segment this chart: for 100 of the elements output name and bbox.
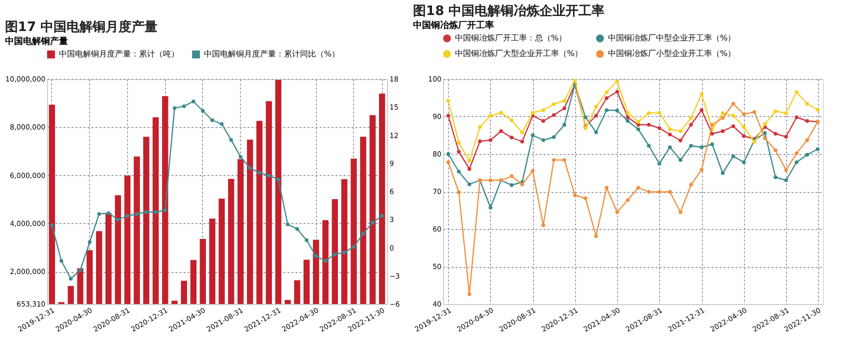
point xyxy=(267,174,271,178)
point xyxy=(60,259,64,263)
point xyxy=(594,234,598,238)
point xyxy=(295,227,300,231)
point xyxy=(380,214,384,218)
point xyxy=(742,134,746,138)
point xyxy=(646,190,651,194)
point xyxy=(763,122,767,126)
point xyxy=(446,114,450,118)
point xyxy=(210,118,214,122)
point xyxy=(50,223,54,228)
point xyxy=(805,138,810,142)
point xyxy=(700,108,704,112)
point xyxy=(488,206,492,210)
point xyxy=(573,79,577,82)
point xyxy=(636,122,640,127)
point xyxy=(678,129,682,133)
point xyxy=(552,158,556,162)
point xyxy=(784,111,788,115)
point xyxy=(552,113,556,117)
point xyxy=(468,182,472,186)
point xyxy=(342,250,346,254)
point xyxy=(144,210,148,214)
point xyxy=(314,254,318,258)
point xyxy=(794,90,798,94)
point xyxy=(248,166,252,170)
point xyxy=(678,158,682,162)
point xyxy=(710,132,714,136)
point xyxy=(499,129,503,133)
point xyxy=(720,111,725,115)
chart-title: 图18 中国电解铜冶炼企业开工率 xyxy=(413,3,605,19)
point xyxy=(468,292,472,296)
point xyxy=(573,193,577,198)
point xyxy=(646,122,651,127)
point xyxy=(636,120,640,124)
point xyxy=(238,154,242,159)
point xyxy=(720,129,725,133)
chart-subtitle: 中国电解铜产量 xyxy=(4,36,68,47)
point xyxy=(446,152,450,156)
point xyxy=(742,160,746,164)
point xyxy=(689,116,693,120)
point xyxy=(456,150,461,154)
point xyxy=(220,122,224,126)
point xyxy=(658,126,662,130)
point xyxy=(258,170,262,175)
point xyxy=(200,109,205,113)
point xyxy=(478,139,482,144)
point xyxy=(541,108,546,112)
point xyxy=(668,132,672,136)
point xyxy=(456,190,461,194)
point xyxy=(286,222,290,226)
point xyxy=(510,118,514,122)
point xyxy=(172,106,176,110)
point xyxy=(689,144,693,148)
point xyxy=(530,133,535,138)
point xyxy=(229,138,234,142)
point xyxy=(510,136,514,140)
point xyxy=(468,167,472,171)
point xyxy=(784,134,788,139)
point xyxy=(541,223,546,228)
point xyxy=(604,96,608,100)
point xyxy=(604,90,608,94)
legend-label: 中国铜冶炼厂开工率：总（%） xyxy=(455,33,567,42)
point xyxy=(646,144,651,148)
point xyxy=(658,162,662,166)
point xyxy=(805,152,810,157)
point xyxy=(668,145,672,150)
point xyxy=(530,110,535,115)
point xyxy=(456,140,461,145)
point xyxy=(742,125,746,129)
point xyxy=(182,104,186,108)
point xyxy=(361,232,366,236)
point xyxy=(594,114,598,118)
point xyxy=(805,102,810,106)
point xyxy=(658,110,662,115)
point xyxy=(134,212,139,216)
point xyxy=(520,130,524,134)
point xyxy=(784,168,788,172)
point xyxy=(774,148,778,152)
point xyxy=(700,92,704,96)
point xyxy=(562,158,566,162)
point xyxy=(678,138,682,142)
point xyxy=(594,130,598,134)
point xyxy=(784,178,788,182)
point xyxy=(774,132,778,136)
point xyxy=(541,119,546,123)
point xyxy=(626,110,630,115)
point xyxy=(478,125,482,129)
point xyxy=(668,190,672,194)
point xyxy=(774,175,778,180)
point xyxy=(636,186,640,190)
legend-label: 中国电解铜月度产量：累计（吨） xyxy=(59,49,179,58)
point xyxy=(352,244,356,249)
point xyxy=(816,108,820,112)
point xyxy=(488,178,492,182)
point xyxy=(333,252,337,256)
point xyxy=(604,108,608,112)
point xyxy=(530,169,535,173)
point xyxy=(720,171,725,175)
point xyxy=(615,210,620,214)
